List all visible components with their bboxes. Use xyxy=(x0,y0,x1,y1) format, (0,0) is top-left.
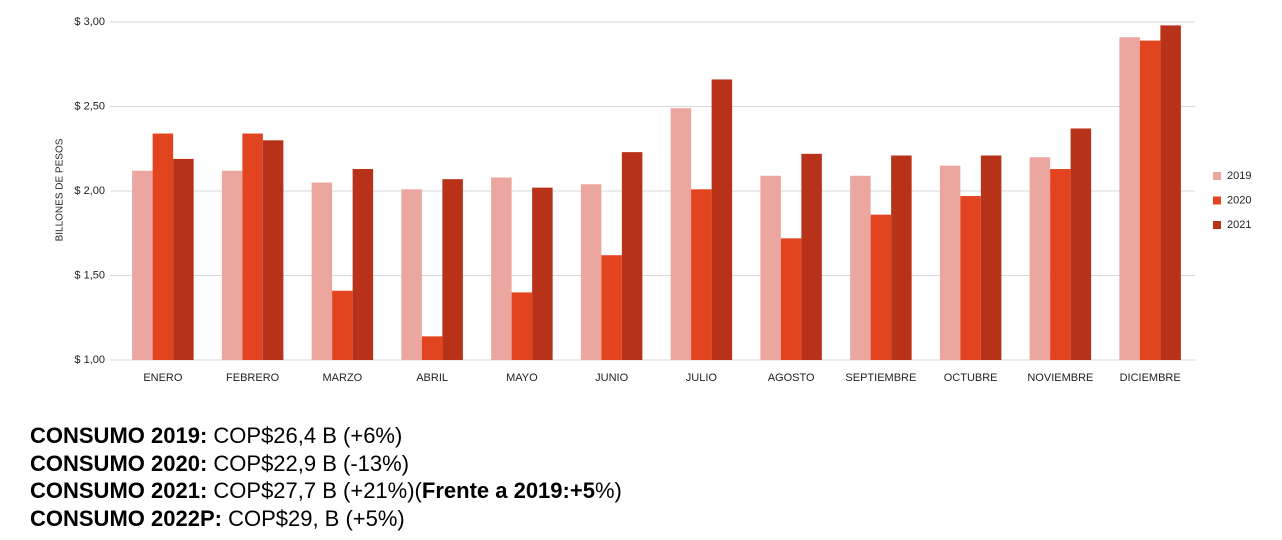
y-tick-label: $ 1,50 xyxy=(74,269,105,281)
x-tick-label: AGOSTO xyxy=(768,372,815,384)
legend-label: 2019 xyxy=(1227,170,1251,182)
legend-swatch xyxy=(1213,196,1221,205)
bar xyxy=(850,175,871,360)
bar xyxy=(1029,157,1051,360)
note-text: Frente a 2019:+5 xyxy=(421,478,595,503)
y-tick-label: $ 1,00 xyxy=(74,354,105,366)
bar xyxy=(491,177,512,360)
note-line: CONSUMO 2020: COP$22,9 B (-13%) xyxy=(30,450,622,478)
x-tick-label: DICIEMBRE xyxy=(1120,372,1181,384)
note-text: CONSUMO 2020: xyxy=(30,450,208,476)
x-tick-label: SEPTIEMBRE xyxy=(845,372,916,384)
bar xyxy=(332,290,353,360)
bar xyxy=(442,179,463,360)
bar xyxy=(511,292,533,360)
bar xyxy=(352,169,374,360)
note-text: COP$27,7 B (+21%)( xyxy=(207,478,422,503)
bar xyxy=(980,155,1002,360)
note-text: CONSUMO 2019: xyxy=(30,423,208,448)
x-tick-label: JULIO xyxy=(686,372,718,384)
y-tick-label: $ 2,50 xyxy=(74,100,105,112)
note-text: COP$29, B (+5%) xyxy=(221,505,405,531)
x-tick-label: MAYO xyxy=(506,372,538,384)
note-text: COP$22,9 B (-13%) xyxy=(207,450,410,476)
bar xyxy=(870,214,892,360)
chart: BILLONES DE PESOS $ 1,00 $ 1,50 $ 2,00 $ 2,… xyxy=(55,16,1252,384)
legend-label: 2020 xyxy=(1227,194,1251,206)
x-tick-label: ENERO xyxy=(143,372,183,384)
bar xyxy=(960,196,981,360)
bar xyxy=(670,108,692,360)
y-axis-title: BILLONES DE PESOS xyxy=(55,138,66,241)
bar xyxy=(711,79,733,361)
bar xyxy=(1119,37,1140,361)
x-tick-label: OCTUBRE xyxy=(944,372,998,384)
x-tick-label: ABRIL xyxy=(416,372,448,384)
bar xyxy=(891,155,912,360)
bar xyxy=(421,336,443,360)
note-text: COP$26,4 B (+6%) xyxy=(207,423,403,448)
bar xyxy=(152,133,174,360)
x-tick-label: NOVIEMBRE xyxy=(1027,372,1093,384)
bar xyxy=(1070,128,1092,360)
bar xyxy=(311,182,333,360)
legend-swatch xyxy=(1213,221,1221,229)
bar xyxy=(621,152,643,360)
legend-label: 2021 xyxy=(1227,219,1251,231)
bar xyxy=(580,184,602,360)
note-line: CONSUMO 2021: COP$27,7 B (+21%)(Frente a… xyxy=(30,477,622,505)
note-text: CONSUMO 2021: xyxy=(30,478,208,503)
bar xyxy=(401,189,422,360)
note-line: CONSUMO 2019: COP$26,4 B (+6%) xyxy=(30,422,622,450)
bar xyxy=(1050,169,1071,360)
bar xyxy=(242,133,263,360)
bar xyxy=(221,170,243,360)
legend-swatch xyxy=(1213,172,1221,180)
bar xyxy=(780,238,802,360)
bar xyxy=(1160,25,1181,360)
note-line: CONSUMO 2022P: COP$29, B (+5%) xyxy=(30,505,622,533)
bar xyxy=(1139,40,1161,361)
y-tick-label: $ 2,00 xyxy=(74,185,105,197)
bar xyxy=(173,158,194,360)
note-text: CONSUMO 2022P: xyxy=(30,505,222,531)
x-tick-label: MARZO xyxy=(323,372,363,384)
y-tick-label: $ 3,00 xyxy=(74,16,105,28)
x-tick-label: FEBRERO xyxy=(226,372,280,384)
bar xyxy=(132,170,153,360)
x-tick-label: JUNIO xyxy=(595,372,628,384)
bar xyxy=(760,175,781,360)
note-text: %) xyxy=(594,478,622,503)
bar xyxy=(939,165,961,360)
notes: CONSUMO 2019: COP$26,4 B (+6%) CONSUMO 20… xyxy=(30,422,622,532)
bar xyxy=(532,187,553,360)
bar xyxy=(691,189,712,360)
bar xyxy=(801,153,822,360)
bar xyxy=(262,140,284,360)
bar xyxy=(601,255,622,360)
